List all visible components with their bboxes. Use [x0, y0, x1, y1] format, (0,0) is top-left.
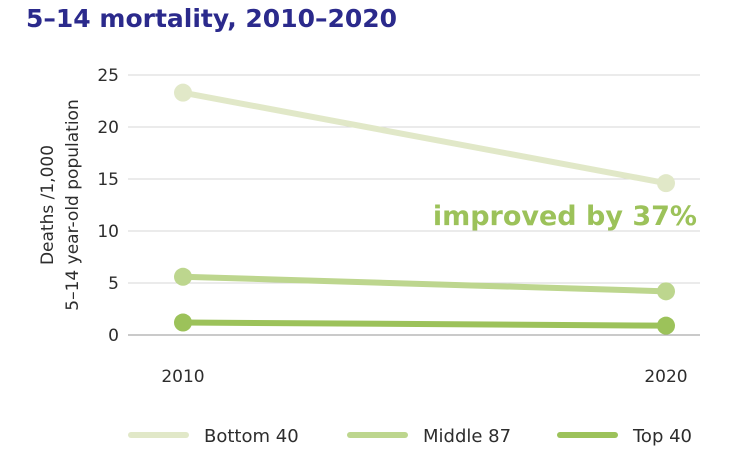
data-point [174, 83, 192, 102]
data-point [174, 267, 192, 286]
y-tick-label: 25 [97, 66, 119, 86]
legend-label: Top 40 [632, 426, 692, 447]
data-point [657, 316, 675, 335]
y-tick-label: 5 [108, 274, 119, 294]
data-point [174, 313, 192, 332]
series-line [180, 273, 669, 295]
legend-label: Bottom 40 [204, 426, 299, 447]
legend-label: Middle 87 [423, 426, 511, 447]
y-tick-label: 10 [97, 222, 119, 242]
x-tick-label: 2010 [161, 367, 204, 387]
series-line [180, 89, 669, 187]
y-axis-label-line-1: Deaths /1,000 [38, 145, 58, 265]
data-point [657, 282, 675, 301]
y-tick-label: 15 [97, 170, 119, 190]
series-line [180, 319, 669, 329]
y-axis-label-line-2: 5–14 year-old population [63, 99, 83, 310]
improvement-annotation: improved by 37% [433, 201, 697, 232]
y-tick-label: 0 [108, 326, 119, 346]
data-point [657, 174, 675, 193]
x-tick-label: 2020 [644, 367, 687, 387]
y-tick-label: 20 [97, 118, 119, 138]
chart-title: 5–14 mortality, 2010–2020 [26, 4, 398, 33]
